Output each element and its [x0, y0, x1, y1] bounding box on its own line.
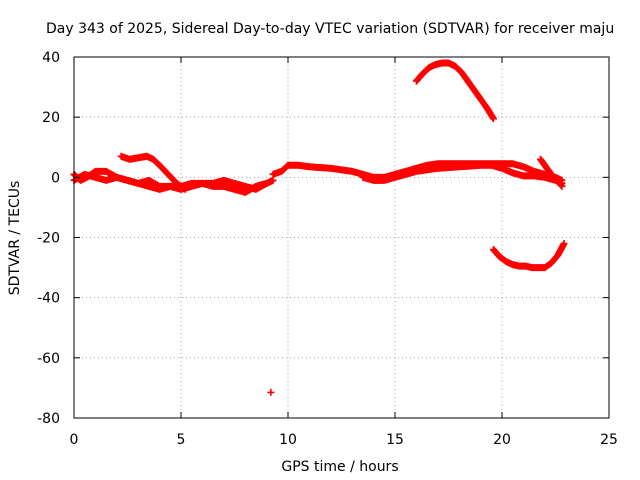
y-tick-label: -80 [37, 411, 60, 427]
data-point [489, 115, 497, 123]
x-tick-label: 20 [493, 432, 511, 448]
y-axis-label: SDTVAR / TECUs [7, 181, 23, 296]
data-point [181, 185, 189, 193]
data-point [269, 176, 277, 184]
y-tick-label: 0 [51, 170, 60, 186]
x-tick-label: 5 [177, 432, 186, 448]
x-tick-label: 10 [279, 432, 297, 448]
data-point [263, 179, 271, 187]
y-tick-label: -60 [37, 351, 60, 367]
chart-title: Day 343 of 2025, Sidereal Day-to-day VTE… [46, 21, 614, 37]
x-tick-label: 0 [70, 432, 79, 448]
data-marks [70, 59, 568, 396]
y-tick-label: -40 [37, 291, 60, 307]
data-point [267, 388, 275, 396]
ticks-layer: 0 5 10 15 20 25 -80 -60 -40 -20 0 20 40 [37, 50, 618, 448]
x-axis-label: GPS time / hours [281, 459, 398, 475]
x-tick-label: 15 [386, 432, 404, 448]
y-tick-label: 40 [42, 50, 60, 66]
y-tick-label: 20 [42, 110, 60, 126]
x-tick-label: 25 [600, 432, 618, 448]
data-point [558, 182, 566, 190]
y-tick-label: -20 [37, 231, 60, 247]
data-point [560, 240, 568, 248]
grid-layer [74, 57, 609, 418]
